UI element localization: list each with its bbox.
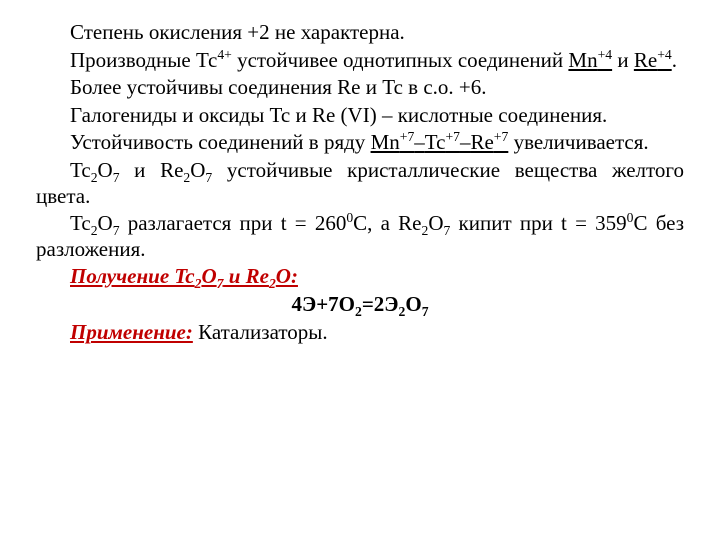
- text: Tc: [70, 211, 91, 235]
- text: O: [428, 211, 443, 235]
- document-page: Степень окисления +2 не характерна. Прои…: [0, 0, 720, 367]
- text: разлагается при t = 260: [120, 211, 347, 235]
- superscript: 0: [627, 210, 634, 225]
- subscript: 2: [269, 277, 276, 292]
- text: Re: [634, 48, 657, 72]
- dash: –: [414, 130, 425, 154]
- text: О: [405, 292, 421, 316]
- subscript: 7: [113, 170, 120, 185]
- text: Устойчивость соединений в ряду: [70, 130, 371, 154]
- text: .: [672, 48, 677, 72]
- text: 4Э+7О: [291, 292, 355, 316]
- paragraph-6: Tc2O7 и Re2O7 устойчивые кристаллические…: [36, 158, 684, 209]
- text: Re: [470, 130, 493, 154]
- text: Tc: [70, 158, 91, 182]
- text: Mn: [371, 130, 400, 154]
- dash: –: [460, 130, 471, 154]
- text: Mn: [568, 48, 597, 72]
- text: Получение Tc: [70, 264, 195, 288]
- text: =2Э: [362, 292, 399, 316]
- superscript: +7: [445, 129, 460, 144]
- text: и: [612, 48, 634, 72]
- text: O: [201, 264, 216, 288]
- underline-mn4: Mn+4: [568, 48, 612, 72]
- text: Катализаторы.: [193, 320, 328, 344]
- paragraph-2: Производные Тс4+ устойчивее однотипных с…: [36, 48, 684, 74]
- text: С, а Re: [353, 211, 421, 235]
- underline-series: Mn+7–Tc+7–Re+7: [371, 130, 509, 154]
- text: и Re: [120, 158, 184, 182]
- paragraph-1: Степень окисления +2 не характерна.: [36, 20, 684, 46]
- superscript: +7: [400, 129, 415, 144]
- subscript: 7: [422, 304, 429, 319]
- paragraph-10: Применение: Катализаторы.: [36, 320, 684, 346]
- text: Производные Тс: [70, 48, 217, 72]
- paragraph-7: Tc2O7 разлагается при t = 2600С, а Re2O7…: [36, 211, 684, 262]
- text: O: [190, 158, 205, 182]
- text: Галогениды и оксиды Tc и Re (VI) – кисло…: [70, 103, 607, 127]
- text: устойчивее однотипных соединений: [232, 48, 569, 72]
- text: O: [98, 211, 113, 235]
- text: O: [98, 158, 113, 182]
- paragraph-4: Галогениды и оксиды Tc и Re (VI) – кисло…: [36, 103, 684, 129]
- text: Более устойчивы соединения Re и Tc в с.о…: [70, 75, 487, 99]
- text: и Re: [223, 264, 269, 288]
- superscript: +7: [494, 129, 509, 144]
- equation: 4Э+7О2=2Э2О7: [36, 292, 684, 318]
- superscript: +4: [598, 47, 613, 62]
- underline-re4: Re+4: [634, 48, 672, 72]
- heading-synthesis: Получение Tc2O7 и Re2O:: [70, 264, 298, 288]
- heading-application: Применение:: [70, 320, 193, 344]
- text: O:: [276, 264, 298, 288]
- subscript: 2: [355, 304, 362, 319]
- paragraph-8: Получение Tc2O7 и Re2O:: [36, 264, 684, 290]
- superscript: 4+: [217, 47, 232, 62]
- paragraph-3: Более устойчивы соединения Re и Tc в с.о…: [36, 75, 684, 101]
- text: кипит при t = 359: [450, 211, 626, 235]
- superscript: +4: [657, 47, 672, 62]
- text: Tc: [425, 130, 446, 154]
- text: увеличивается.: [508, 130, 648, 154]
- text: Степень окисления +2 не характерна.: [70, 20, 405, 44]
- paragraph-5: Устойчивость соединений в ряду Mn+7–Tc+7…: [36, 130, 684, 156]
- subscript: 2: [91, 170, 98, 185]
